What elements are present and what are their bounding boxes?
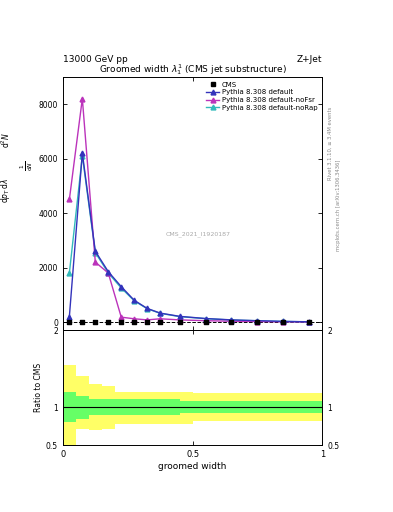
CMS — [306, 318, 312, 326]
Pythia 8.308 default — [229, 317, 234, 323]
Pythia 8.308 default-noRap — [119, 285, 123, 291]
Pythia 8.308 default-noRap — [145, 306, 150, 312]
Pythia 8.308 default-noRap — [93, 249, 98, 255]
Pythia 8.308 default — [281, 318, 286, 325]
Text: Rivet 3.1.10, ≥ 3.4M events: Rivet 3.1.10, ≥ 3.4M events — [328, 106, 333, 180]
Pythia 8.308 default-noRap — [67, 270, 72, 276]
CMS — [144, 318, 151, 326]
Pythia 8.308 default-noRap — [80, 153, 85, 159]
Pythia 8.308 default — [106, 269, 111, 275]
Pythia 8.308 default — [307, 318, 312, 325]
Pythia 8.308 default-noRap — [132, 298, 137, 304]
Pythia 8.308 default-noFsr — [119, 314, 123, 320]
Pythia 8.308 default-noRap — [203, 315, 208, 322]
CMS — [105, 318, 112, 326]
Pythia 8.308 default — [67, 313, 72, 319]
Text: $\frac{1}{\mathrm{d}N}$: $\frac{1}{\mathrm{d}N}$ — [18, 160, 35, 170]
Line: Pythia 8.308 default-noFsr: Pythia 8.308 default-noFsr — [67, 96, 312, 325]
Pythia 8.308 default-noFsr — [203, 317, 208, 324]
Text: $\mathrm{d}p_T\,\mathrm{d}\lambda$: $\mathrm{d}p_T\,\mathrm{d}\lambda$ — [0, 178, 12, 203]
CMS — [280, 318, 286, 326]
CMS — [66, 318, 73, 326]
CMS — [79, 318, 86, 326]
Pythia 8.308 default-noFsr — [158, 316, 163, 322]
Text: $\mathrm{d}^2N$: $\mathrm{d}^2N$ — [0, 132, 12, 148]
Text: Z+Jet: Z+Jet — [297, 55, 322, 64]
Pythia 8.308 default-noRap — [307, 319, 312, 325]
Pythia 8.308 default-noFsr — [229, 318, 234, 324]
Line: Pythia 8.308 default: Pythia 8.308 default — [67, 151, 312, 324]
CMS — [202, 318, 209, 326]
Pythia 8.308 default-noRap — [229, 317, 234, 323]
Pythia 8.308 default-noRap — [158, 310, 163, 316]
X-axis label: groomed width: groomed width — [158, 462, 227, 471]
CMS — [228, 318, 235, 326]
Text: mcplots.cern.ch [arXiv:1306.3436]: mcplots.cern.ch [arXiv:1306.3436] — [336, 159, 341, 250]
Pythia 8.308 default-noFsr — [67, 197, 72, 203]
CMS — [92, 318, 99, 326]
CMS — [254, 318, 261, 326]
Y-axis label: Ratio to CMS: Ratio to CMS — [34, 364, 43, 412]
Text: 13000 GeV pp: 13000 GeV pp — [63, 55, 128, 64]
Text: CMS_2021_I1920187: CMS_2021_I1920187 — [165, 231, 230, 237]
Pythia 8.308 default — [177, 313, 182, 319]
Pythia 8.308 default — [203, 315, 208, 322]
Pythia 8.308 default-noRap — [177, 313, 182, 319]
Title: Groomed width $\lambda_1^1$ (CMS jet substructure): Groomed width $\lambda_1^1$ (CMS jet sub… — [99, 62, 286, 77]
CMS — [157, 318, 163, 326]
Pythia 8.308 default — [80, 150, 85, 156]
Pythia 8.308 default-noRap — [255, 317, 260, 324]
Line: Pythia 8.308 default-noRap: Pythia 8.308 default-noRap — [67, 154, 312, 324]
CMS — [118, 318, 124, 326]
Legend: CMS, Pythia 8.308 default, Pythia 8.308 default-noFsr, Pythia 8.308 default-noRa: CMS, Pythia 8.308 default, Pythia 8.308 … — [205, 80, 319, 112]
Pythia 8.308 default-noFsr — [80, 96, 85, 102]
Pythia 8.308 default-noRap — [281, 318, 286, 325]
Pythia 8.308 default-noFsr — [106, 270, 111, 276]
Pythia 8.308 default-noFsr — [281, 318, 286, 325]
Pythia 8.308 default-noFsr — [132, 316, 137, 322]
Pythia 8.308 default-noRap — [106, 270, 111, 276]
Pythia 8.308 default — [119, 284, 123, 290]
Pythia 8.308 default-noFsr — [93, 259, 98, 265]
Pythia 8.308 default-noFsr — [145, 317, 150, 323]
Pythia 8.308 default — [145, 305, 150, 311]
Pythia 8.308 default — [255, 317, 260, 324]
Pythia 8.308 default — [93, 248, 98, 254]
Pythia 8.308 default-noFsr — [307, 319, 312, 325]
CMS — [176, 318, 183, 326]
Pythia 8.308 default — [158, 310, 163, 316]
Pythia 8.308 default-noFsr — [255, 318, 260, 325]
Pythia 8.308 default — [132, 297, 137, 303]
Pythia 8.308 default-noFsr — [177, 317, 182, 323]
CMS — [131, 318, 138, 326]
